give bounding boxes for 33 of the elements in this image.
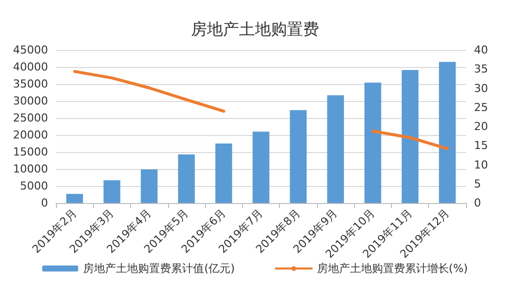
y-tick-label: 30000 [13, 94, 48, 108]
bar [178, 154, 195, 203]
y2-tick-label: 15 [474, 139, 488, 152]
bar [66, 194, 84, 203]
bar [290, 110, 307, 203]
y-tick-label: 40000 [13, 60, 48, 74]
bar [104, 180, 120, 203]
bar [252, 132, 270, 203]
y2-tick-label: 25 [474, 100, 488, 114]
bar [327, 95, 344, 203]
y2-tick-label: 0 [474, 196, 481, 210]
y2-tick-label: 40 [474, 44, 488, 56]
y2-tick-label: 30 [474, 82, 488, 95]
legend-label: 房地产土地购置费累计增长(%) [316, 262, 468, 275]
y-tick-label: 10000 [13, 162, 48, 176]
y2-tick-label: 20 [474, 120, 488, 133]
bar [364, 82, 382, 203]
chart-title: 房地产土地购置费 [191, 20, 319, 38]
bar [140, 169, 158, 203]
bar [215, 144, 232, 203]
y-tick-label: 5000 [20, 180, 48, 192]
y-tick-label: 45000 [13, 44, 48, 56]
y-tick-label: 15000 [13, 146, 48, 158]
y2-tick-label: 5 [474, 177, 481, 190]
y2-tick-label: 35 [474, 62, 488, 76]
y-tick-label: 35000 [13, 78, 48, 90]
y2-tick-label: 10 [474, 158, 488, 172]
y-tick-label: 0 [41, 196, 48, 210]
bar [402, 70, 418, 203]
bar [438, 62, 456, 203]
legend-label: 房地产土地购置费累计值(亿元) [83, 262, 235, 275]
y-tick-label: 25000 [13, 112, 48, 124]
y-tick-label: 20000 [13, 128, 48, 142]
